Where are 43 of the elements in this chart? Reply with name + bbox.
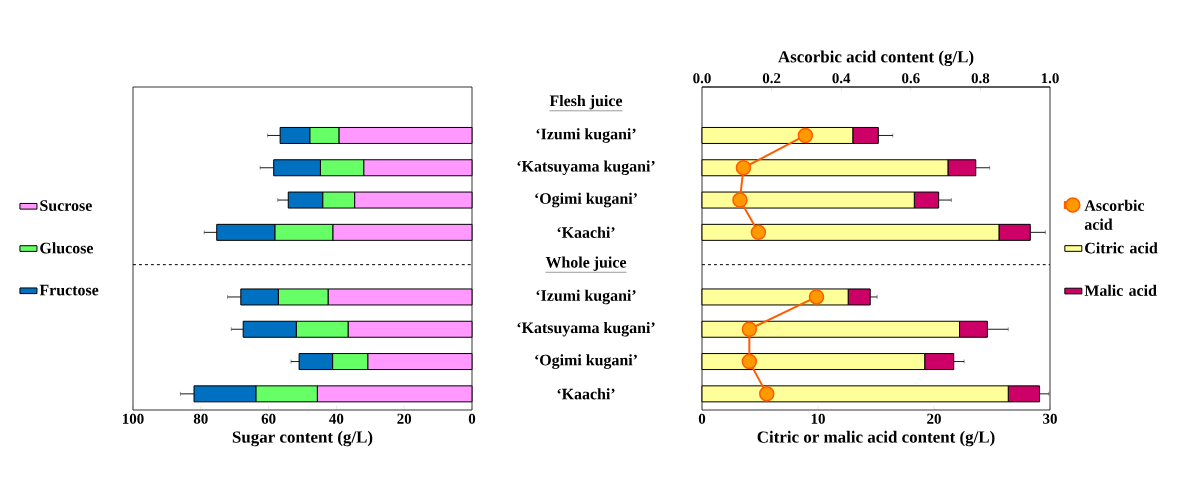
x2-tick-label: 0.8	[971, 73, 990, 84]
y-tick-label: ‘Katsuyama kugani’	[517, 321, 655, 337]
y-tick-label: ‘Katsuyama kugani’	[517, 160, 655, 176]
x-tick-label: 0	[698, 413, 706, 424]
point	[808, 289, 825, 305]
x2-tick-label: 0.0	[693, 73, 711, 84]
y-tick-label: ‘Kaachi’	[557, 226, 615, 238]
y-tick-label: ‘Izumi kugani’	[536, 128, 636, 143]
x-tick-label: 100	[122, 413, 144, 424]
legend-label: Fructose	[39, 284, 99, 296]
x-tick-label: 40	[329, 413, 344, 424]
x-axis-title: Sugar content (g/L)	[232, 430, 373, 447]
point	[750, 224, 767, 241]
point	[797, 127, 814, 144]
x-axis-title: Citric or malic acid content (g/L)	[757, 430, 995, 447]
x2-tick-label: 0.2	[762, 73, 781, 84]
x-tick-label: 30	[1043, 413, 1057, 424]
x-tick-label: 0	[468, 413, 476, 424]
y-tick-label: ‘Ogimi kugani’	[535, 354, 637, 369]
x-tick-label: 20	[927, 413, 941, 424]
x2-tick-label: 0.4	[832, 73, 851, 84]
x2-tick-label: 1.0	[1041, 73, 1059, 84]
legend-label: Citric acid	[1085, 242, 1158, 254]
point	[758, 386, 775, 402]
x-tick-label: 10	[811, 413, 825, 424]
x2-axis-title: Ascorbic acid content (g/L)	[778, 50, 974, 67]
legend-label: Ascorbic acid	[1084, 199, 1145, 230]
x-tick-label: 20	[397, 413, 412, 424]
point	[732, 192, 748, 208]
y-tick-label: ‘Ogimi kugani’	[535, 192, 637, 208]
y-tick-label: Flesh juice	[549, 94, 623, 110]
point	[741, 321, 758, 337]
x-tick-label: 60	[261, 413, 276, 424]
y-tick-label: ‘Izumi kugani’	[536, 289, 636, 305]
point	[741, 353, 758, 370]
legend-label: Malic acid	[1084, 284, 1157, 296]
legend-label: Sucrose	[40, 200, 92, 211]
point	[735, 160, 752, 176]
legend-label: Glucose	[40, 242, 94, 254]
y-tick-label: Whole juice	[545, 256, 627, 271]
x2-tick-label: 0.6	[902, 73, 920, 84]
x-tick-label: 80	[193, 413, 208, 424]
y-tick-label: ‘Kaachi’	[557, 388, 615, 400]
